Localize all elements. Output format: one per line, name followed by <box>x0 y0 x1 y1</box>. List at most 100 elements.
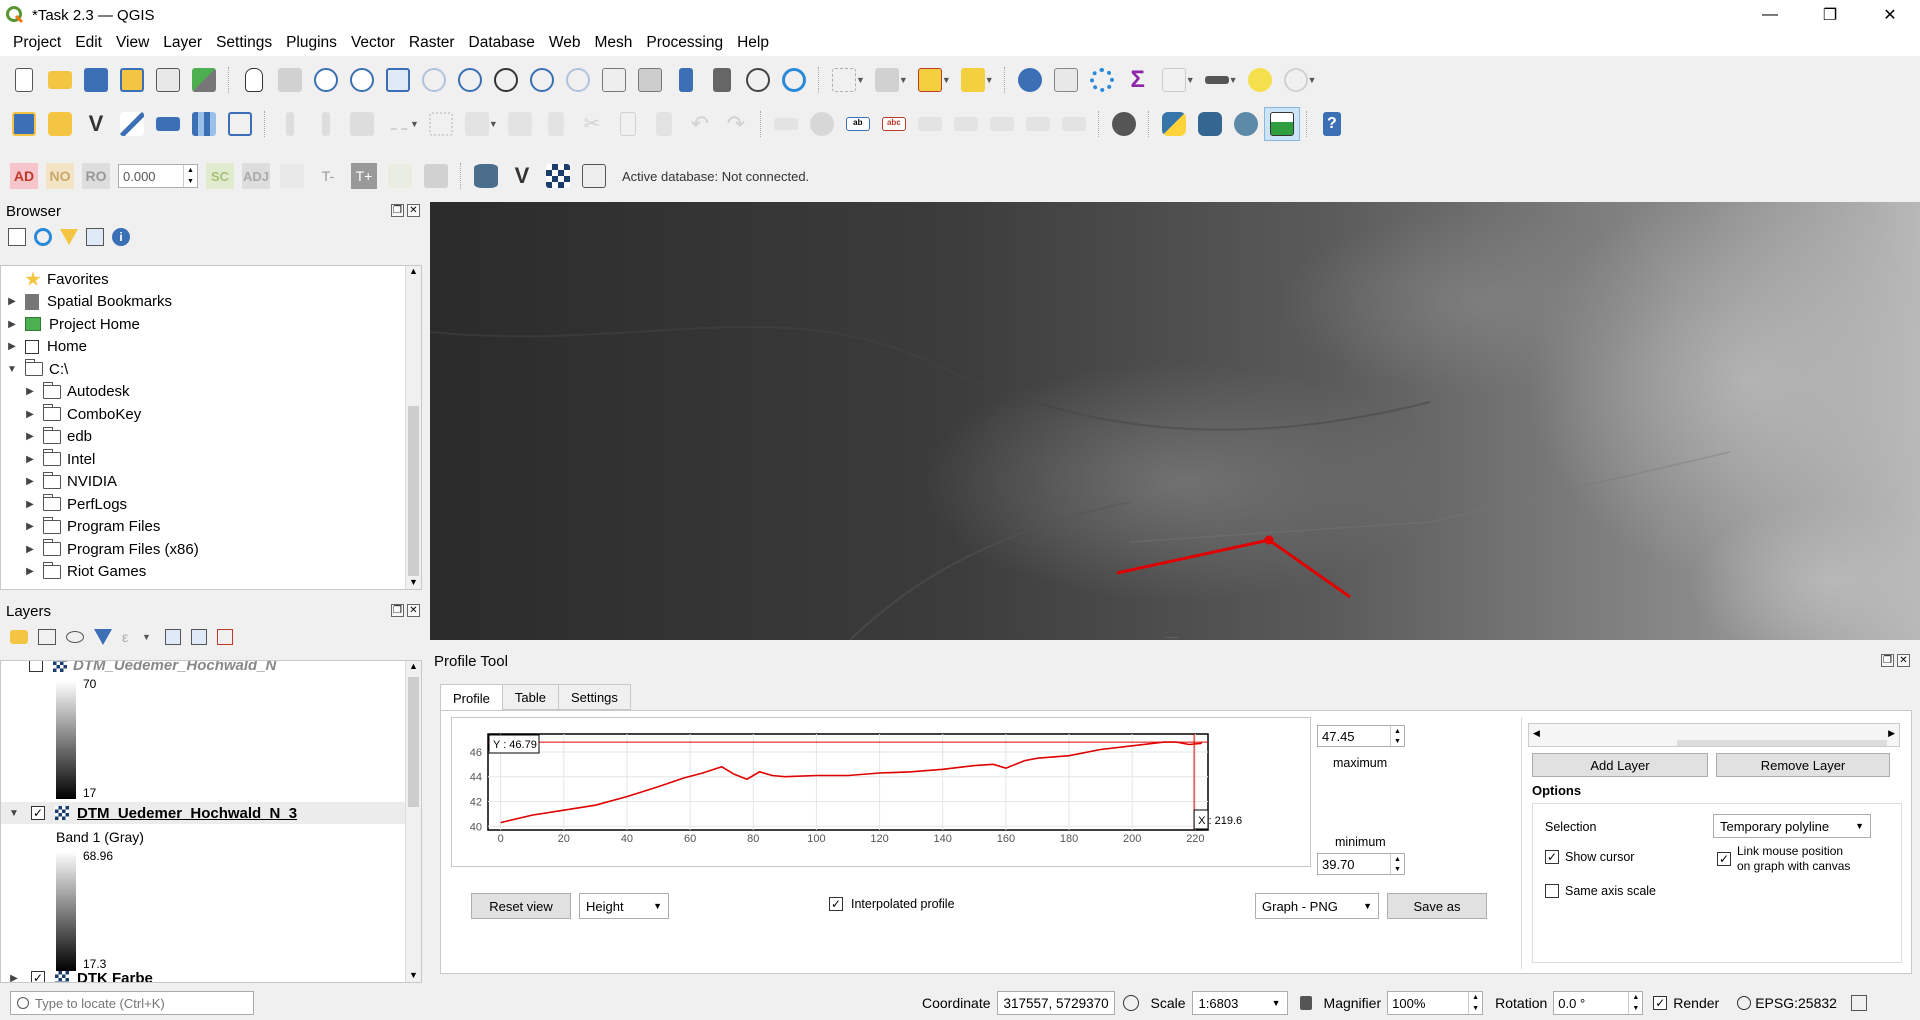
messages-icon[interactable] <box>1850 995 1867 1011</box>
sc-button[interactable]: SC <box>202 159 238 193</box>
scroll-down-icon[interactable]: ▼ <box>409 577 418 587</box>
chevron-down-icon[interactable]: ▼ <box>410 119 419 129</box>
crs-globe-icon[interactable] <box>1737 996 1752 1010</box>
open-project-button[interactable] <box>42 63 78 97</box>
toggle-editing-button[interactable] <box>272 107 308 141</box>
zoom-native-button[interactable] <box>488 63 524 97</box>
filter-expression-icon[interactable]: ε <box>122 629 129 645</box>
identify-button[interactable] <box>1012 63 1048 97</box>
pan-to-selection-button[interactable] <box>272 63 308 97</box>
move-label-button[interactable] <box>984 107 1020 141</box>
new-map-view-button[interactable] <box>596 63 632 97</box>
spin-arrows[interactable]: ▲ ▼ <box>183 165 197 187</box>
spin-arrows[interactable]: ▲ ▼ <box>1468 992 1482 1014</box>
layer-row[interactable]: DTM_Uedemer_Hochwald_N <box>11 661 276 675</box>
python-console-button[interactable] <box>1156 107 1192 141</box>
select-by-value-button[interactable] <box>869 63 905 97</box>
return-button[interactable] <box>418 159 454 193</box>
menu-plugins[interactable]: Plugins <box>286 34 337 51</box>
dtm-raster-view[interactable] <box>430 202 1920 640</box>
browser-item[interactable]: ▶ Program Files (x86) <box>1 538 421 561</box>
zoom-next-button[interactable] <box>560 63 596 97</box>
modify-attributes-button[interactable] <box>459 107 495 141</box>
browser-item[interactable]: ▼ C:\ <box>1 358 421 381</box>
save-as-button[interactable] <box>114 63 150 97</box>
rotation-spinbox[interactable]: 0.0 ° ▲ ▼ <box>1553 991 1644 1015</box>
expand-arrow-icon[interactable]: ▶ <box>26 408 34 420</box>
maximum-spinbox[interactable]: 47.45 ▲ ▼ <box>1317 725 1405 747</box>
grid-button[interactable] <box>274 159 310 193</box>
coordinate-toggle-icon[interactable] <box>1122 995 1139 1011</box>
chevron-down-icon[interactable]: ▼ <box>488 119 498 129</box>
expand-arrow-icon[interactable]: ▶ <box>8 341 16 353</box>
splitter-handle[interactable]: ...... <box>1165 631 1179 640</box>
tab-table[interactable]: Table <box>502 684 559 710</box>
select-location-button[interactable] <box>955 63 991 97</box>
locator-input[interactable] <box>35 995 235 1011</box>
chevron-down-icon[interactable]: ▼ <box>1307 75 1317 85</box>
browser-item[interactable]: Favorites <box>1 268 421 291</box>
chevron-down-icon[interactable]: ▼ <box>1228 75 1238 85</box>
new-3d-view-button[interactable] <box>632 63 668 97</box>
expand-arrow-icon[interactable]: ▶ <box>8 296 16 308</box>
link-mouse-checkbox[interactable]: ✓ <box>1717 852 1731 866</box>
new-bookmark-button[interactable] <box>668 63 704 97</box>
value-spinbox[interactable]: 0.000 ▲ ▼ <box>118 164 198 188</box>
zoom-out-button[interactable] <box>344 63 380 97</box>
show-cursor-checkbox[interactable]: ✓ <box>1545 850 1559 864</box>
browser-item[interactable]: ▶ NVIDIA <box>1 471 421 494</box>
select-features-button[interactable] <box>826 63 862 97</box>
add-raster-button[interactable] <box>186 107 222 141</box>
render-checkbox[interactable]: ✓ <box>1653 996 1668 1010</box>
browser-item[interactable]: ▶ Intel <box>1 448 421 471</box>
locator-box[interactable] <box>10 991 254 1015</box>
layer-visibility-checkbox[interactable]: ✓ <box>31 806 45 820</box>
menu-edit[interactable]: Edit <box>75 34 102 51</box>
new-geopackage-button[interactable] <box>42 107 78 141</box>
ro-button[interactable]: RO <box>78 159 114 193</box>
pause-button[interactable] <box>382 159 418 193</box>
menu-web[interactable]: Web <box>548 34 581 51</box>
profile-tool-button[interactable] <box>1263 107 1300 141</box>
same-axis-checkbox[interactable] <box>1545 884 1559 898</box>
no-button[interactable]: NO <box>42 159 78 193</box>
scroll-down-icon[interactable]: ▼ <box>409 970 418 980</box>
browser-item[interactable]: ▶ ComboKey <box>1 403 421 426</box>
profile-vertex-marker[interactable] <box>1264 535 1274 545</box>
add-virtual-layer-button[interactable] <box>150 107 186 141</box>
lock-icon[interactable] <box>1299 996 1312 1010</box>
rotate-label-button[interactable] <box>1020 107 1056 141</box>
remove-layer-icon[interactable] <box>216 629 233 645</box>
form-button[interactable] <box>576 159 612 193</box>
layout-manager-button[interactable] <box>150 63 186 97</box>
digitize-button[interactable] <box>114 107 150 141</box>
expand-arrow-icon[interactable]: ▼ <box>9 807 19 819</box>
height-combo[interactable]: Height ▼ <box>579 893 669 919</box>
new-project-button[interactable] <box>6 63 42 97</box>
tab-profile[interactable]: Profile <box>440 684 503 712</box>
add-group-icon[interactable] <box>38 629 56 645</box>
info-icon[interactable]: i <box>112 228 130 246</box>
maximize-button[interactable]: ❐ <box>1822 7 1838 24</box>
browser-item[interactable]: ▶ Project Home <box>1 313 421 336</box>
cut-features-button[interactable]: ✂ <box>574 107 610 141</box>
adj-button[interactable]: ADJ <box>238 159 274 193</box>
menu-help[interactable]: Help <box>737 34 769 51</box>
statistics-button[interactable]: Σ <box>1120 63 1156 97</box>
zoom-full-button[interactable] <box>380 63 416 97</box>
float-panel-button[interactable]: ❐ <box>1881 654 1894 667</box>
menu-layer[interactable]: Layer <box>163 34 203 51</box>
layer-row-selected[interactable]: ▼ ✓ DTM_Uedemer_Hochwald_N_3 <box>1 802 405 824</box>
selection-combo[interactable]: Temporary polyline ▼ <box>1713 814 1871 838</box>
collapse-all-icon[interactable] <box>190 629 207 645</box>
show-bookmarks-button[interactable] <box>704 63 740 97</box>
scroll-right-icon[interactable]: ▶ <box>1888 728 1895 738</box>
delete-selected-button[interactable] <box>538 107 574 141</box>
expand-arrow-icon[interactable]: ▶ <box>26 476 34 488</box>
open-table-button[interactable] <box>1156 63 1192 97</box>
layer-visibility-checkbox[interactable] <box>29 661 43 672</box>
style-paint-icon[interactable] <box>10 630 28 644</box>
copy-features-button[interactable] <box>610 107 646 141</box>
expand-arrow-icon[interactable]: ▶ <box>26 386 34 398</box>
expand-arrow-icon[interactable]: ▶ <box>26 543 34 555</box>
